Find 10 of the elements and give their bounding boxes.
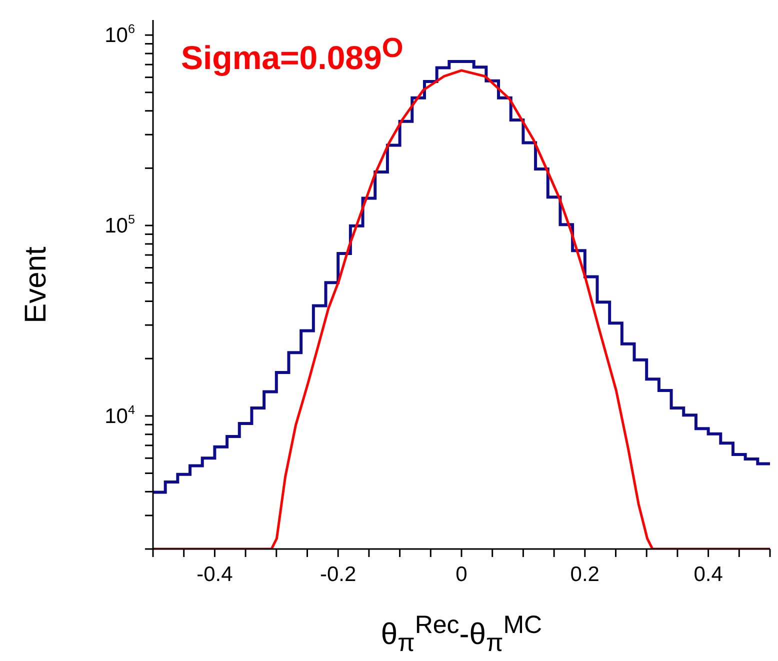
annotation: Sigma=0.089$^{O}$ bbox=[181, 32, 404, 77]
x-tick-label: 0.2 bbox=[570, 563, 600, 586]
y-tick-label: 10$^{5}$ bbox=[104, 212, 135, 238]
x-tick-label: 0 bbox=[456, 563, 468, 586]
y-axis-title: Event bbox=[19, 246, 53, 323]
x-tick-label: -0.4 bbox=[196, 563, 234, 586]
y-tick-label: 10$^{6}$ bbox=[104, 22, 135, 48]
x-tick-label: 0.4 bbox=[694, 563, 724, 586]
y-tick-label: 10$^{4}$ bbox=[104, 402, 135, 428]
x-tick-label: -0.2 bbox=[320, 563, 356, 586]
